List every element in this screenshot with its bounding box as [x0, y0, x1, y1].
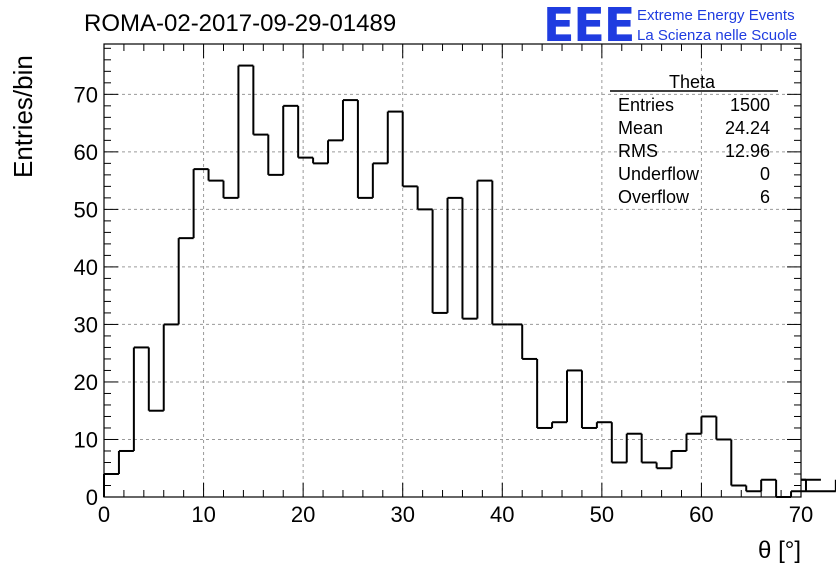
- stats-row-value: 0: [760, 164, 770, 184]
- y-tick-label: 70: [74, 82, 98, 107]
- eee-logo-mark: EEE: [543, 0, 635, 52]
- x-tick-label: 50: [590, 502, 614, 527]
- histogram-series: [103, 64, 836, 498]
- stats-row-value: 6: [760, 187, 770, 207]
- eee-logo-line2: La Scienza nelle Scuole: [637, 27, 798, 44]
- plot-frame: [103, 43, 802, 498]
- histogram-title: ROMA-02-2017-09-29-01489: [84, 10, 397, 37]
- stats-row-label: Mean: [618, 118, 663, 138]
- stats-row-value: 12.96: [725, 141, 770, 161]
- stats-row-label: Entries: [618, 95, 674, 115]
- y-tick-label: 50: [74, 197, 98, 222]
- y-axis-title: Entries/bin: [8, 55, 38, 178]
- stats-box: Theta Entries 1500 Mean 24.24 RMS 12.96 Underf…: [610, 72, 778, 207]
- y-tick-label: 20: [74, 370, 98, 395]
- y-tick-label: 30: [74, 312, 98, 337]
- y-tick-label: 40: [74, 255, 98, 280]
- eee-logo-text: Extreme Energy Events La Scienza nelle S…: [637, 6, 797, 46]
- stats-row-value: 24.24: [725, 118, 770, 138]
- x-axis-title: θ [°]: [758, 537, 801, 564]
- x-tick-label: 30: [390, 502, 414, 527]
- x-tick-label: 40: [490, 502, 514, 527]
- stats-title: Theta: [669, 72, 716, 92]
- x-tick-label: 10: [191, 502, 215, 527]
- x-tick-label: 70: [789, 502, 813, 527]
- y-tick-label: 0: [86, 485, 98, 510]
- x-tick-label: 60: [689, 502, 713, 527]
- stats-row-value: 1500: [730, 95, 770, 115]
- y-tick-label: 10: [74, 427, 98, 452]
- y-tick-label: 60: [74, 140, 98, 165]
- axis-ticks: [103, 44, 802, 498]
- x-tick-label: 20: [291, 502, 315, 527]
- stats-row-label: Underflow: [618, 164, 700, 184]
- eee-logo-line1: Extreme Energy Events: [637, 7, 795, 24]
- stats-row-label: RMS: [618, 141, 658, 161]
- x-tick-label: 0: [98, 502, 110, 527]
- stats-row-label: Overflow: [618, 187, 690, 207]
- grid-lines: [104, 44, 801, 497]
